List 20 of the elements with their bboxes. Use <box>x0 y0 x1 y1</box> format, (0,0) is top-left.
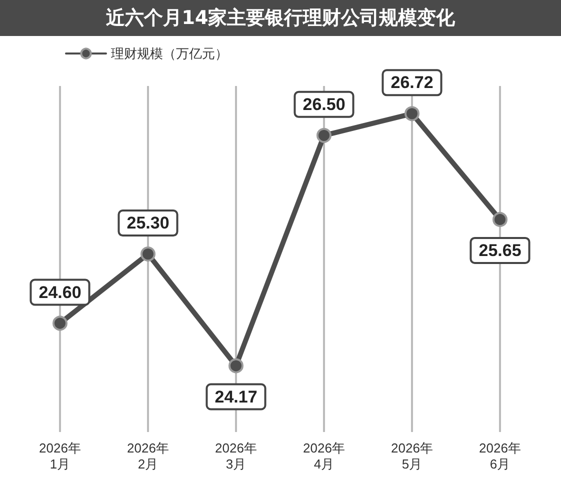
x-tick-label: 2026年 4月 <box>303 440 345 472</box>
x-tick-label: 2026年 6月 <box>479 440 521 472</box>
point <box>316 128 332 143</box>
point <box>404 106 420 122</box>
data-label: 26.50 <box>302 94 346 114</box>
x-tick-label: 2026年 2月 <box>127 440 169 472</box>
chart-title: 近六个月14家主要银行理财公司规模变化 <box>0 0 561 36</box>
point <box>492 212 508 227</box>
data-label: 26.72 <box>390 73 434 92</box>
point <box>52 316 68 331</box>
point <box>140 246 156 262</box>
data-label: 25.30 <box>126 214 170 233</box>
x-tick-label: 2026年 1月 <box>39 440 81 472</box>
legend-label: 理财规模（万亿元） <box>111 46 228 61</box>
x-tick-label: 2026年 5月 <box>391 440 433 472</box>
data-label: 24.17 <box>214 387 258 406</box>
point <box>228 358 244 374</box>
data-label: 25.65 <box>478 240 522 260</box>
data-label: 24.60 <box>38 282 82 302</box>
x-tick-label: 2026年 3月 <box>215 440 257 472</box>
